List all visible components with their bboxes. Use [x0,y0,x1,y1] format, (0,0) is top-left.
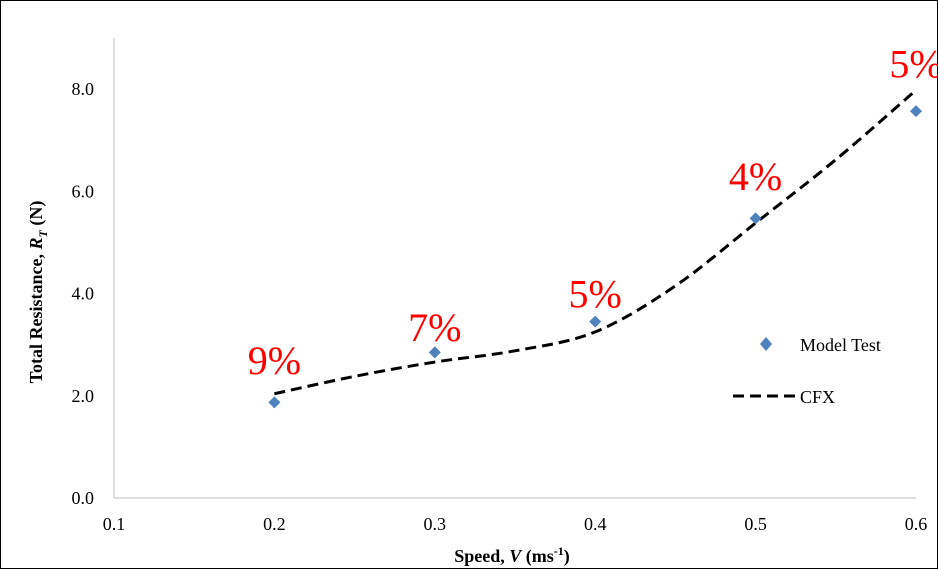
y-tick-label: 4.0 [72,284,95,304]
percentage-label: 9% [248,338,301,383]
x-tick-label: 0.1 [103,514,126,534]
y-tick-labels: 0.0 2.0 4.0 6.0 8.0 [72,79,95,508]
model-test-point [749,212,762,225]
y-axis-title-subscript: T [36,229,50,237]
percentage-label: 5% [569,272,622,317]
model-test-point [589,315,602,328]
cfx-line-path [274,88,917,396]
legend-cfx-label: CFX [800,387,835,407]
y-tick-label: 2.0 [72,386,95,406]
x-axis-title-exponent: -1 [554,544,564,558]
percentage-label: 4% [729,154,782,199]
x-tick-label: 0.3 [424,514,447,534]
x-tick-label: 0.6 [905,514,928,534]
percentage-label: 5% [889,42,938,87]
x-tick-labels: 0.1 0.2 0.3 0.4 0.5 0.6 [103,514,928,534]
percentage-label: 7% [408,305,461,350]
legend-model-test-marker [760,337,772,351]
legend: Model Test CFX [733,335,881,407]
cfx-series [274,88,917,396]
percentage-annotations: 9% 7% 5% 4% 5% [248,42,938,383]
axes [113,38,916,499]
legend-model-test-label: Model Test [800,335,881,355]
x-tick-label: 0.5 [744,514,767,534]
x-tick-label: 0.2 [263,514,286,534]
y-axis-title: Total Resistance, RT (N) [26,201,50,384]
x-axis-title-part-5: ) [564,546,570,567]
x-axis-title-part-3: (ms [521,546,554,567]
y-tick-label: 0.0 [72,488,95,508]
x-axis-title-part-1: Speed, [454,546,509,566]
y-tick-label: 8.0 [72,79,95,99]
model-test-point [910,105,922,118]
y-tick-label: 6.0 [72,181,95,201]
y-axis-title-part-1: Total Resistance, [26,250,46,384]
x-axis-title-variable: V [509,546,523,566]
x-tick-label: 0.4 [584,514,607,534]
x-axis-title: Speed, V (ms-1) [454,544,570,567]
model-test-point [268,396,281,409]
model-test-series [268,105,922,409]
y-axis-title-part-4: (N) [26,201,47,231]
model-test-point [428,346,441,359]
y-axis-title-variable: R [26,237,46,250]
